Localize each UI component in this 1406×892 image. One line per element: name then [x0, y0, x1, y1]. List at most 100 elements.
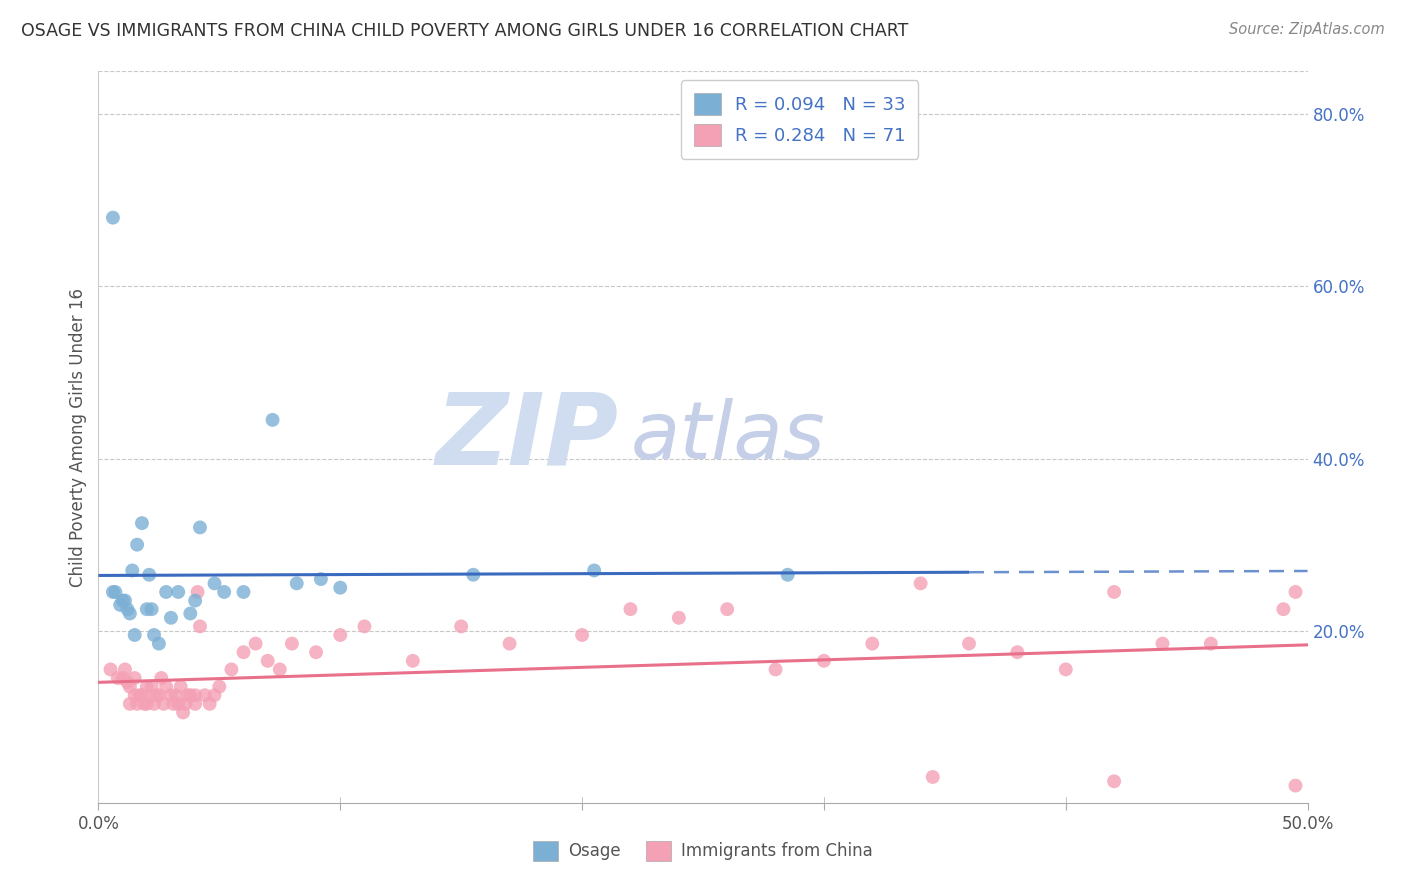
Point	[188, 619, 211, 633]
Point	[285, 576, 308, 591]
Point	[131, 516, 153, 530]
Point	[212, 585, 235, 599]
Point	[107, 671, 129, 685]
Point	[921, 770, 943, 784]
Point	[910, 576, 932, 591]
Point	[776, 567, 799, 582]
Point	[204, 688, 226, 702]
Point	[204, 576, 226, 591]
Point	[571, 628, 593, 642]
Point	[245, 637, 267, 651]
Point	[1284, 585, 1306, 599]
Point	[124, 628, 146, 642]
Point	[813, 654, 835, 668]
Point	[194, 688, 217, 702]
Point	[108, 598, 131, 612]
Point	[131, 688, 153, 702]
Point	[583, 564, 606, 578]
Point	[860, 637, 883, 651]
Point	[281, 637, 304, 651]
Point	[155, 680, 177, 694]
Point	[1054, 662, 1077, 676]
Point	[184, 593, 207, 607]
Point	[221, 662, 243, 676]
Point	[135, 697, 157, 711]
Point	[1199, 637, 1222, 651]
Point	[148, 637, 170, 651]
Point	[463, 567, 485, 582]
Point	[138, 567, 160, 582]
Point	[162, 697, 184, 711]
Point	[135, 680, 157, 694]
Point	[1284, 779, 1306, 793]
Point	[141, 680, 163, 694]
Point	[187, 585, 209, 599]
Legend: Osage, Immigrants from China: Osage, Immigrants from China	[527, 834, 879, 868]
Point	[1102, 585, 1125, 599]
Point	[450, 619, 472, 633]
Point	[143, 697, 166, 711]
Point	[198, 697, 221, 711]
Point	[124, 688, 146, 702]
Point	[150, 671, 173, 685]
Point	[309, 572, 332, 586]
Point	[111, 671, 134, 685]
Point	[118, 697, 141, 711]
Point	[305, 645, 328, 659]
Point	[104, 585, 127, 599]
Point	[124, 671, 146, 685]
Point	[138, 688, 160, 702]
Point	[179, 607, 201, 621]
Point	[184, 697, 207, 711]
Point	[232, 585, 254, 599]
Point	[100, 662, 122, 676]
Point	[118, 607, 141, 621]
Text: atlas: atlas	[630, 398, 825, 476]
Point	[128, 688, 150, 702]
Point	[174, 697, 197, 711]
Text: Source: ZipAtlas.com: Source: ZipAtlas.com	[1229, 22, 1385, 37]
Text: ZIP: ZIP	[436, 389, 619, 485]
Point	[143, 628, 166, 642]
Point	[208, 680, 231, 694]
Point	[160, 611, 183, 625]
Point	[256, 654, 278, 668]
Point	[172, 706, 194, 720]
Point	[114, 593, 136, 607]
Point	[167, 697, 190, 711]
Point	[167, 585, 190, 599]
Point	[134, 697, 156, 711]
Point	[402, 654, 425, 668]
Point	[160, 688, 183, 702]
Point	[148, 688, 170, 702]
Point	[1007, 645, 1029, 659]
Point	[169, 680, 191, 694]
Y-axis label: Child Poverty Among Girls Under 16: Child Poverty Among Girls Under 16	[69, 287, 87, 587]
Point	[127, 697, 149, 711]
Point	[232, 645, 254, 659]
Point	[353, 619, 375, 633]
Point	[498, 637, 520, 651]
Point	[716, 602, 738, 616]
Point	[135, 602, 157, 616]
Point	[118, 680, 141, 694]
Point	[101, 211, 124, 225]
Point	[141, 602, 163, 616]
Point	[117, 675, 139, 690]
Point	[127, 538, 149, 552]
Point	[619, 602, 641, 616]
Point	[179, 688, 201, 702]
Point	[329, 581, 352, 595]
Point	[101, 585, 124, 599]
Point	[165, 688, 187, 702]
Point	[184, 688, 207, 702]
Point	[111, 593, 134, 607]
Point	[117, 602, 139, 616]
Point	[957, 637, 980, 651]
Point	[188, 520, 211, 534]
Point	[668, 611, 690, 625]
Point	[177, 688, 200, 702]
Point	[1102, 774, 1125, 789]
Point	[262, 413, 284, 427]
Point	[155, 585, 177, 599]
